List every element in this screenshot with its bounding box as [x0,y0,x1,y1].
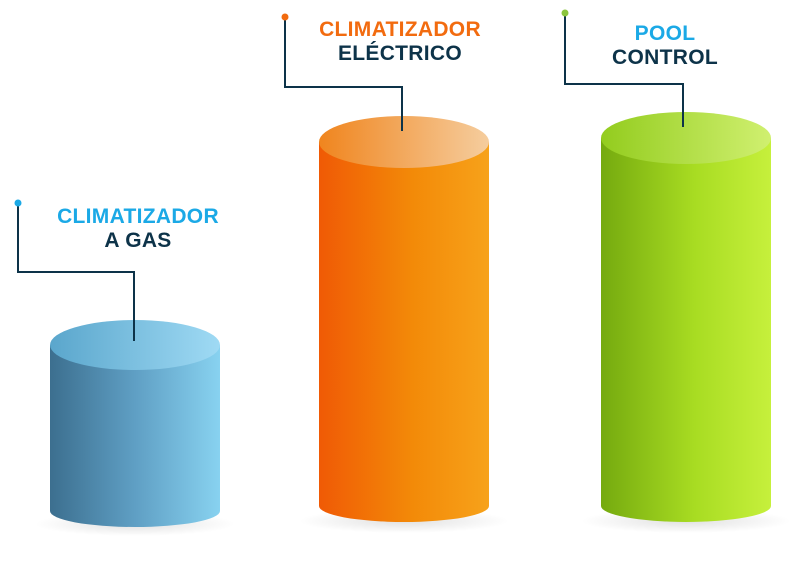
cylinder-pool [601,112,771,522]
label-gas-line1: CLIMATIZADOR [57,205,219,228]
connector-pool-dot [561,9,569,17]
cylinder-gas-body [50,345,220,527]
label-electrico-line1: CLIMATIZADOR [319,18,481,41]
label-pool-line2: CONTROL [612,46,718,69]
cylinder-electrico-body [319,142,489,522]
label-gas: CLIMATIZADOR A GAS [38,205,238,253]
connector-electrico [284,17,403,131]
label-pool-line1: POOL [634,22,696,45]
cylinder-gas-top [50,320,220,370]
label-pool: POOL CONTROL [585,22,745,70]
cylinder-gas [50,320,220,527]
connector-electrico-dot [281,13,289,21]
cylinder-electrico [319,116,489,522]
label-electrico-line2: ELÉCTRICO [337,42,463,65]
cylinder-pool-body [601,138,771,522]
label-gas-line2: A GAS [104,229,172,252]
connector-gas-dot [14,199,22,207]
connector-gas [17,203,135,341]
cylinder-electrico-top [319,116,489,168]
cylinder-pool-top [601,112,771,164]
label-electrico: CLIMATIZADOR ELÉCTRICO [290,18,510,66]
connector-pool [564,13,684,127]
